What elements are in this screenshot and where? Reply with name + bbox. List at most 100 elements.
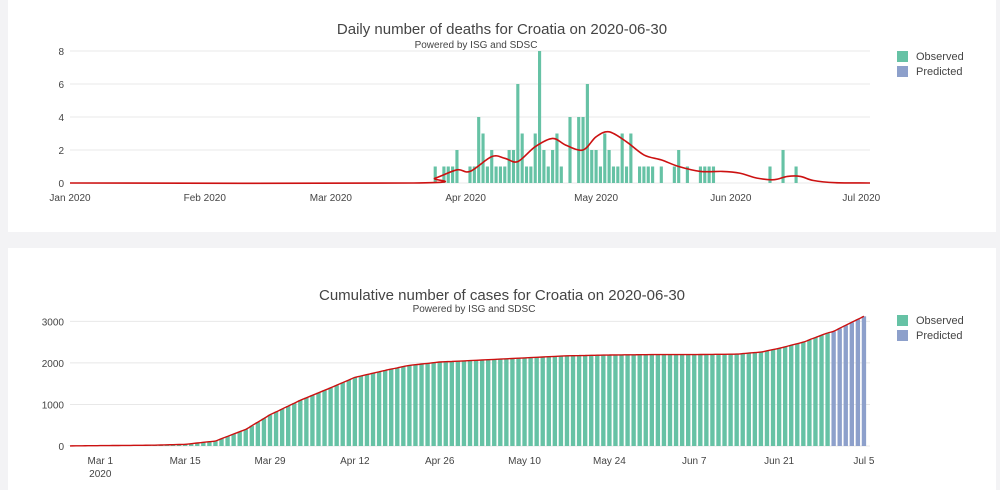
observed-bar[interactable] <box>389 369 394 446</box>
observed-bar[interactable] <box>564 355 570 446</box>
observed-bar[interactable] <box>407 365 412 446</box>
bar[interactable] <box>533 133 537 184</box>
bar[interactable] <box>611 166 616 184</box>
observed-bar[interactable] <box>376 371 382 446</box>
bar[interactable] <box>594 150 598 183</box>
observed-bar[interactable] <box>267 414 273 446</box>
observed-bar[interactable] <box>461 360 467 446</box>
observed-bar[interactable] <box>492 359 497 446</box>
bar[interactable] <box>603 133 607 184</box>
observed-bar[interactable] <box>437 362 442 446</box>
observed-bar[interactable] <box>413 364 418 446</box>
observed-bar[interactable] <box>455 361 461 446</box>
bar[interactable] <box>498 166 502 184</box>
observed-bar[interactable] <box>698 354 703 446</box>
bar[interactable] <box>638 166 642 184</box>
legend-predicted-label[interactable]: Predicted <box>916 330 962 342</box>
observed-bar[interactable] <box>486 359 491 446</box>
bar[interactable] <box>707 166 711 184</box>
observed-bar[interactable] <box>764 350 770 446</box>
observed-bar[interactable] <box>479 359 485 446</box>
bar[interactable] <box>451 166 455 184</box>
observed-bar[interactable] <box>540 356 545 446</box>
observed-bar[interactable] <box>692 354 697 446</box>
observed-bar[interactable] <box>661 354 667 446</box>
observed-bar[interactable] <box>522 357 527 446</box>
observed-bar[interactable] <box>219 438 224 446</box>
legend-observed-label[interactable]: Observed <box>916 51 964 63</box>
bar[interactable] <box>446 166 450 184</box>
observed-bar[interactable] <box>370 373 376 446</box>
observed-bar[interactable] <box>807 339 812 446</box>
observed-bar[interactable] <box>310 395 315 446</box>
bar[interactable] <box>433 166 437 184</box>
observed-bar[interactable] <box>813 337 818 446</box>
observed-bar[interactable] <box>534 357 539 446</box>
observed-bar[interactable] <box>782 346 788 446</box>
observed-bar[interactable] <box>686 354 691 446</box>
predicted-bar[interactable] <box>849 322 854 446</box>
observed-bar[interactable] <box>601 355 606 446</box>
bar[interactable] <box>629 133 633 184</box>
bar[interactable] <box>477 117 481 183</box>
observed-bar[interactable] <box>740 353 745 446</box>
bar[interactable] <box>551 150 555 183</box>
bar[interactable] <box>472 166 476 184</box>
observed-bar[interactable] <box>582 355 588 446</box>
bar[interactable] <box>698 166 702 184</box>
observed-bar[interactable] <box>589 355 594 446</box>
bar[interactable] <box>598 166 602 184</box>
observed-bar[interactable] <box>504 358 509 446</box>
observed-bar[interactable] <box>237 431 242 446</box>
bar[interactable] <box>542 150 546 183</box>
predicted-bar[interactable] <box>843 325 848 446</box>
observed-bar[interactable] <box>528 357 533 446</box>
observed-bar[interactable] <box>340 382 345 446</box>
observed-bar[interactable] <box>225 436 230 446</box>
bar[interactable] <box>538 51 542 183</box>
bar[interactable] <box>481 133 485 184</box>
bar[interactable] <box>585 84 589 183</box>
observed-bar[interactable] <box>425 363 430 446</box>
observed-bar[interactable] <box>304 397 309 446</box>
legend-observed-swatch[interactable] <box>897 51 908 62</box>
bar[interactable] <box>590 150 594 183</box>
observed-bar[interactable] <box>382 370 388 446</box>
observed-bar[interactable] <box>704 354 709 446</box>
observed-bar[interactable] <box>510 358 515 446</box>
observed-bar[interactable] <box>328 387 333 446</box>
observed-bar[interactable] <box>673 354 679 446</box>
observed-bar[interactable] <box>637 354 642 446</box>
observed-bar[interactable] <box>207 441 212 446</box>
observed-bar[interactable] <box>195 443 200 446</box>
bar[interactable] <box>468 166 472 184</box>
bar[interactable] <box>568 117 572 183</box>
observed-bar[interactable] <box>286 406 291 446</box>
observed-bar[interactable] <box>401 366 406 446</box>
predicted-bar[interactable] <box>837 328 842 446</box>
observed-bar[interactable] <box>498 359 503 446</box>
observed-bar[interactable] <box>825 332 830 446</box>
legend-predicted-swatch[interactable] <box>897 66 908 77</box>
observed-bar[interactable] <box>443 361 448 446</box>
observed-bar[interactable] <box>182 444 188 446</box>
bar[interactable] <box>781 150 785 183</box>
bar[interactable] <box>524 166 529 184</box>
observed-bar[interactable] <box>176 444 182 446</box>
bar[interactable] <box>559 166 563 184</box>
bar[interactable] <box>529 166 533 184</box>
observed-bar[interactable] <box>255 422 261 446</box>
bar[interactable] <box>620 133 624 184</box>
observed-bar[interactable] <box>679 354 685 446</box>
observed-bar[interactable] <box>316 392 321 446</box>
observed-bar[interactable] <box>552 356 558 446</box>
observed-bar[interactable] <box>231 434 236 446</box>
predicted-bar[interactable] <box>855 319 861 446</box>
observed-bar[interactable] <box>655 354 661 446</box>
observed-bar[interactable] <box>570 355 576 446</box>
observed-bar[interactable] <box>243 429 248 446</box>
observed-bar[interactable] <box>752 352 758 446</box>
bar[interactable] <box>516 84 520 183</box>
observed-bar[interactable] <box>395 367 400 446</box>
observed-bar[interactable] <box>819 335 824 446</box>
